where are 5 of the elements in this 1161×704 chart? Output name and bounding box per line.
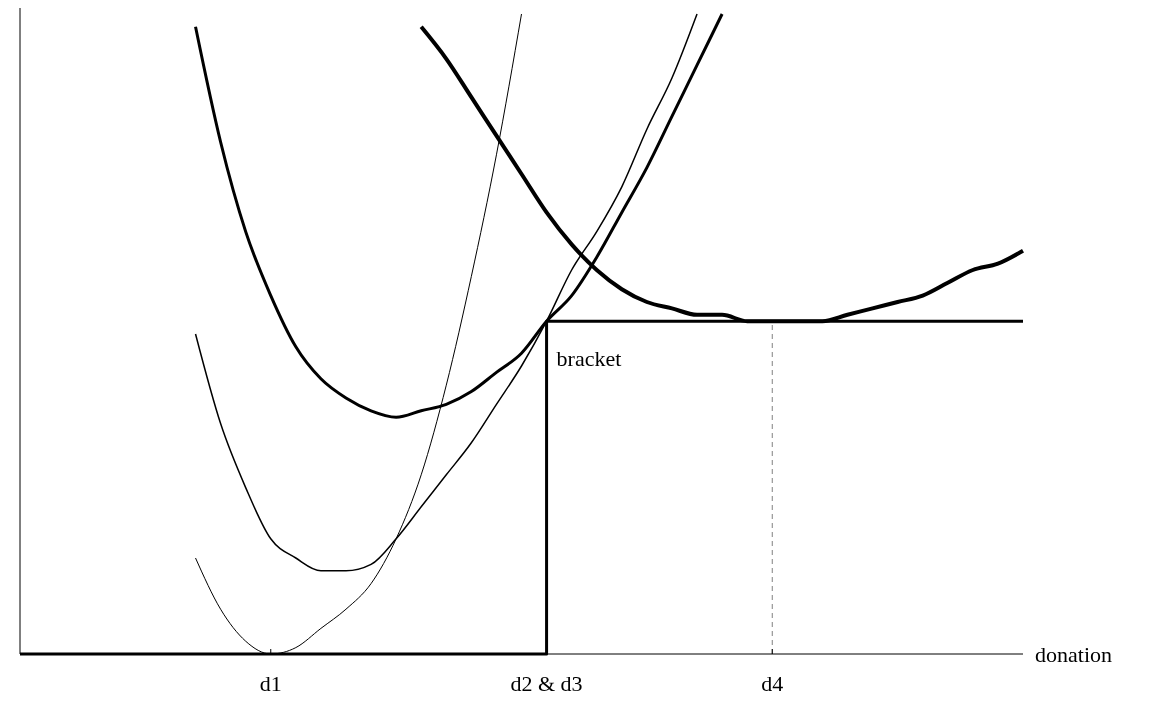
x-tick-label: d4 <box>761 671 784 696</box>
annotation: bracket <box>556 346 622 372</box>
x-axis-title: donation <box>1035 642 1112 667</box>
x-tick-label: d2 & d3 <box>510 671 583 696</box>
x-tick-label: d1 <box>259 671 282 696</box>
